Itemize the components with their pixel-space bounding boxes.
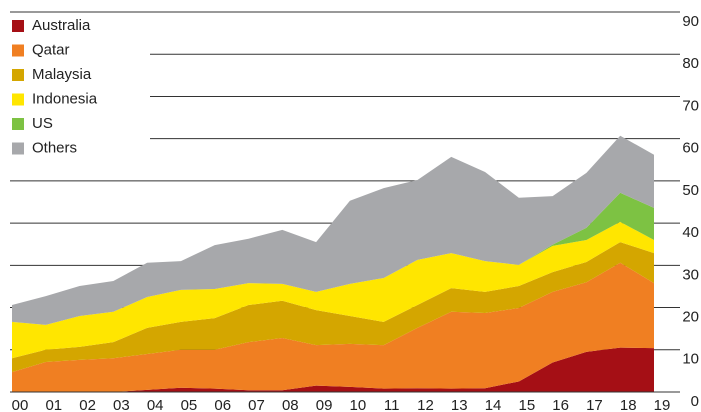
x-tick-label: 09 — [316, 397, 333, 412]
legend-label: Indonesia — [32, 90, 98, 107]
x-tick-label: 13 — [451, 397, 468, 412]
area — [12, 135, 654, 325]
x-tick-label: 10 — [350, 397, 367, 412]
y-tick-label: 0 — [691, 393, 699, 410]
x-tick-label: 17 — [586, 397, 603, 412]
y-tick-label: 10 — [682, 351, 699, 368]
x-tick-label: 04 — [147, 397, 164, 412]
area — [12, 347, 654, 392]
y-tick-label: 30 — [682, 266, 699, 283]
x-tick-label: 06 — [214, 397, 231, 412]
y-tick-label: 80 — [682, 55, 699, 72]
legend-swatch — [12, 142, 24, 155]
x-tick-label: 18 — [620, 397, 637, 412]
x-tick-label: 03 — [113, 397, 130, 412]
x-tick-label: 12 — [417, 397, 434, 412]
y-tick-label: 90 — [682, 13, 699, 30]
x-tick-label: 01 — [45, 397, 62, 412]
area — [12, 242, 654, 373]
legend: Australia Qatar Malaysia Indonesia US Others — [0, 16, 150, 161]
x-tick-label: 15 — [518, 397, 535, 412]
legend-label: Malaysia — [32, 66, 92, 83]
legend-swatch — [12, 69, 24, 81]
x-tick-label: 02 — [79, 397, 96, 412]
legend-swatch — [12, 118, 24, 130]
x-tick-label: 19 — [654, 397, 671, 412]
y-tick-label: 60 — [682, 140, 699, 157]
y-tick-label: 20 — [682, 309, 699, 326]
x-tick-label: 08 — [282, 397, 299, 412]
legend-label: US — [32, 115, 53, 132]
area — [12, 221, 654, 359]
y-tick-label: 50 — [682, 182, 699, 199]
y-tick-label: 70 — [682, 97, 699, 114]
legend-swatch — [12, 20, 24, 32]
legend-background — [0, 16, 150, 161]
legend-swatch — [12, 93, 24, 106]
x-tick-label: 07 — [248, 397, 265, 412]
x-tick-label: 00 — [12, 397, 29, 412]
x-tick-label: 05 — [181, 397, 198, 412]
x-tick-label: 14 — [485, 397, 502, 412]
legend-swatch — [12, 44, 24, 57]
y-tick-label: 40 — [682, 224, 699, 241]
legend-label: Qatar — [32, 41, 70, 58]
x-tick-label: 11 — [384, 397, 400, 412]
legend-label: Australia — [32, 17, 91, 34]
area — [12, 262, 654, 392]
legend-label: Others — [32, 139, 77, 156]
x-tick-label: 16 — [552, 397, 569, 412]
